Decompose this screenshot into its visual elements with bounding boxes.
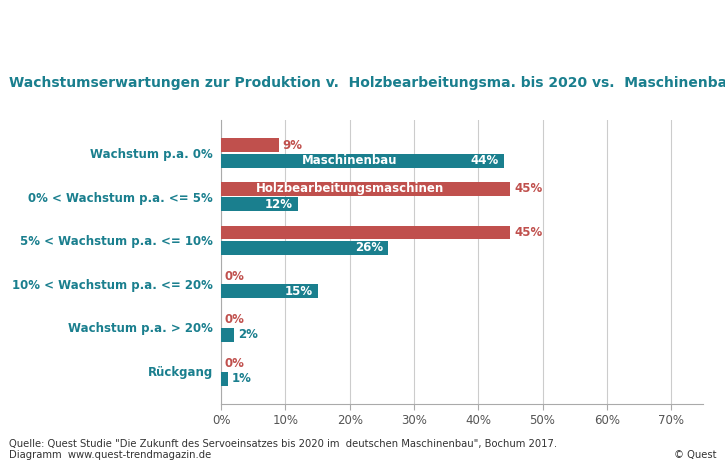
- Text: © Quest: © Quest: [674, 450, 716, 460]
- Bar: [221, 241, 389, 255]
- Bar: [221, 328, 234, 342]
- Text: 12%: 12%: [265, 198, 293, 211]
- Text: 44%: 44%: [471, 154, 499, 167]
- Text: 45%: 45%: [514, 226, 542, 239]
- Text: 45%: 45%: [514, 183, 542, 195]
- Bar: [221, 371, 228, 386]
- Bar: [221, 154, 504, 168]
- Bar: [221, 197, 298, 211]
- Bar: [221, 138, 279, 152]
- Bar: [221, 226, 510, 239]
- Text: Holzbearbeitungsmaschinen: Holzbearbeitungsmaschinen: [256, 183, 444, 195]
- Text: 26%: 26%: [355, 241, 383, 254]
- Text: 9%: 9%: [283, 139, 303, 152]
- Text: Maschinenbau: Maschinenbau: [302, 154, 397, 167]
- Text: 1%: 1%: [231, 372, 252, 385]
- Text: 15%: 15%: [284, 285, 312, 298]
- Text: 0%: 0%: [225, 313, 245, 326]
- Bar: [221, 182, 510, 196]
- Text: Quelle: Quest Studie "Die Zukunft des Servoeinsatzes bis 2020 im  deutschen Masc: Quelle: Quest Studie "Die Zukunft des Se…: [9, 438, 557, 460]
- Text: 0%: 0%: [225, 357, 245, 370]
- Text: Wachstumserwartungen von 6% p.a.  zu Holzbearbeitungsmaschinen bis 2020: Wachstumserwartungen von 6% p.a. zu Holz…: [9, 24, 725, 42]
- Bar: [221, 285, 318, 298]
- Text: 0%: 0%: [225, 270, 245, 283]
- Text: Wachstumserwartungen zur Produktion v.  Holzbearbeitungsma. bis 2020 vs.  Maschi: Wachstumserwartungen zur Produktion v. H…: [9, 76, 725, 90]
- Text: 2%: 2%: [238, 329, 257, 341]
